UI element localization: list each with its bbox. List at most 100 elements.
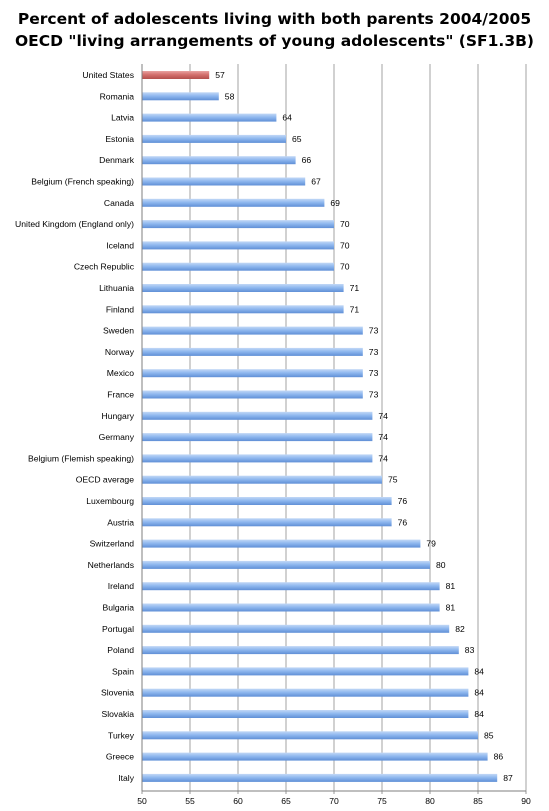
category-label: Norway (105, 347, 135, 357)
value-label: 66 (302, 155, 312, 165)
value-label: 86 (494, 752, 504, 762)
value-label: 85 (484, 730, 494, 740)
chart-title: Percent of adolescents living with both … (0, 8, 549, 52)
bar (142, 369, 363, 378)
category-label: Denmark (99, 155, 135, 165)
category-label: Sweden (103, 326, 134, 336)
category-label: Poland (107, 645, 134, 655)
x-tick-label: 60 (233, 796, 243, 806)
x-tick-label: 70 (329, 796, 339, 806)
category-label: Czech Republic (74, 262, 135, 272)
bar (142, 539, 421, 548)
category-label: Hungary (102, 411, 135, 421)
value-label: 84 (474, 688, 484, 698)
bar (142, 92, 219, 101)
value-label: 81 (446, 581, 456, 591)
bar (142, 411, 373, 420)
bar (142, 326, 363, 335)
category-label: Spain (112, 666, 134, 676)
bar (142, 773, 498, 782)
value-label: 65 (292, 134, 302, 144)
value-label: 67 (311, 177, 321, 187)
value-label: 84 (474, 709, 484, 719)
bar-highlight (142, 71, 210, 79)
value-label: 75 (388, 475, 398, 485)
x-tick-label: 80 (425, 796, 435, 806)
category-label: Ireland (108, 581, 134, 591)
value-label: 79 (426, 539, 436, 549)
value-label: 74 (378, 453, 388, 463)
category-label: United States (82, 70, 134, 80)
category-label: Luxembourg (86, 496, 134, 506)
category-label: Belgium (Flemish speaking) (28, 453, 134, 463)
bar (142, 113, 277, 122)
bar (142, 731, 478, 740)
category-label: France (107, 390, 134, 400)
category-label: Netherlands (88, 560, 134, 570)
value-label: 69 (330, 198, 340, 208)
bars (142, 71, 498, 782)
value-label: 70 (340, 219, 350, 229)
value-label: 74 (378, 432, 388, 442)
category-label: Romania (100, 91, 135, 101)
labels: 50 55 60 65 70 75 80 85 90 United States 57 Romania… (15, 70, 531, 806)
bar (142, 603, 440, 612)
value-label: 58 (225, 91, 235, 101)
value-label: 74 (378, 411, 388, 421)
bar (142, 347, 363, 356)
bar (142, 241, 334, 250)
category-label: Latvia (111, 113, 134, 123)
category-label: Slovakia (102, 709, 135, 719)
value-label: 81 (446, 603, 456, 613)
bar (142, 582, 440, 591)
category-label: Slovenia (101, 688, 134, 698)
category-label: OECD average (76, 475, 134, 485)
bar (142, 156, 296, 165)
category-label: Canada (104, 198, 134, 208)
x-tick-label: 75 (377, 796, 387, 806)
bar (142, 284, 344, 292)
category-label: Greece (106, 752, 134, 762)
value-label: 87 (503, 773, 513, 783)
value-label: 76 (398, 496, 408, 506)
bar (142, 710, 469, 718)
bar (142, 497, 392, 505)
value-label: 73 (369, 347, 379, 357)
bar (142, 667, 469, 676)
value-label: 71 (350, 304, 360, 314)
value-label: 70 (340, 240, 350, 250)
x-tick-label: 85 (473, 796, 483, 806)
chart-subtitle: OECD "living arrangements of young adole… (14, 32, 534, 50)
value-label: 76 (398, 517, 408, 527)
value-label: 82 (455, 624, 465, 634)
bar (142, 646, 459, 655)
category-label: Lithuania (99, 283, 134, 293)
bar (142, 177, 306, 186)
value-label: 73 (369, 390, 379, 400)
chart-title-line-1: Percent of adolescents living with both … (17, 10, 532, 28)
value-label: 84 (474, 666, 484, 676)
bar (142, 560, 430, 569)
category-label: Germany (99, 432, 135, 442)
grid-lines (189, 64, 527, 791)
category-label: Finland (106, 304, 134, 314)
category-label: Turkey (108, 730, 135, 740)
x-tick-label: 55 (185, 796, 195, 806)
category-label: Portugal (102, 624, 134, 634)
bar (142, 262, 334, 271)
bar (142, 305, 344, 314)
category-label: Belgium (French speaking) (31, 177, 134, 187)
bar (142, 198, 325, 207)
value-label: 73 (369, 326, 379, 336)
value-label: 73 (369, 368, 379, 378)
category-label: United Kingdom (England only) (15, 219, 134, 229)
category-label: Iceland (106, 240, 134, 250)
bar (142, 518, 392, 527)
bar (142, 475, 382, 484)
bar (142, 433, 373, 442)
value-label: 70 (340, 262, 350, 272)
value-label: 57 (215, 70, 225, 80)
category-label: Bulgaria (102, 603, 134, 613)
x-tick-label: 90 (521, 796, 531, 806)
category-label: Switzerland (90, 539, 135, 549)
